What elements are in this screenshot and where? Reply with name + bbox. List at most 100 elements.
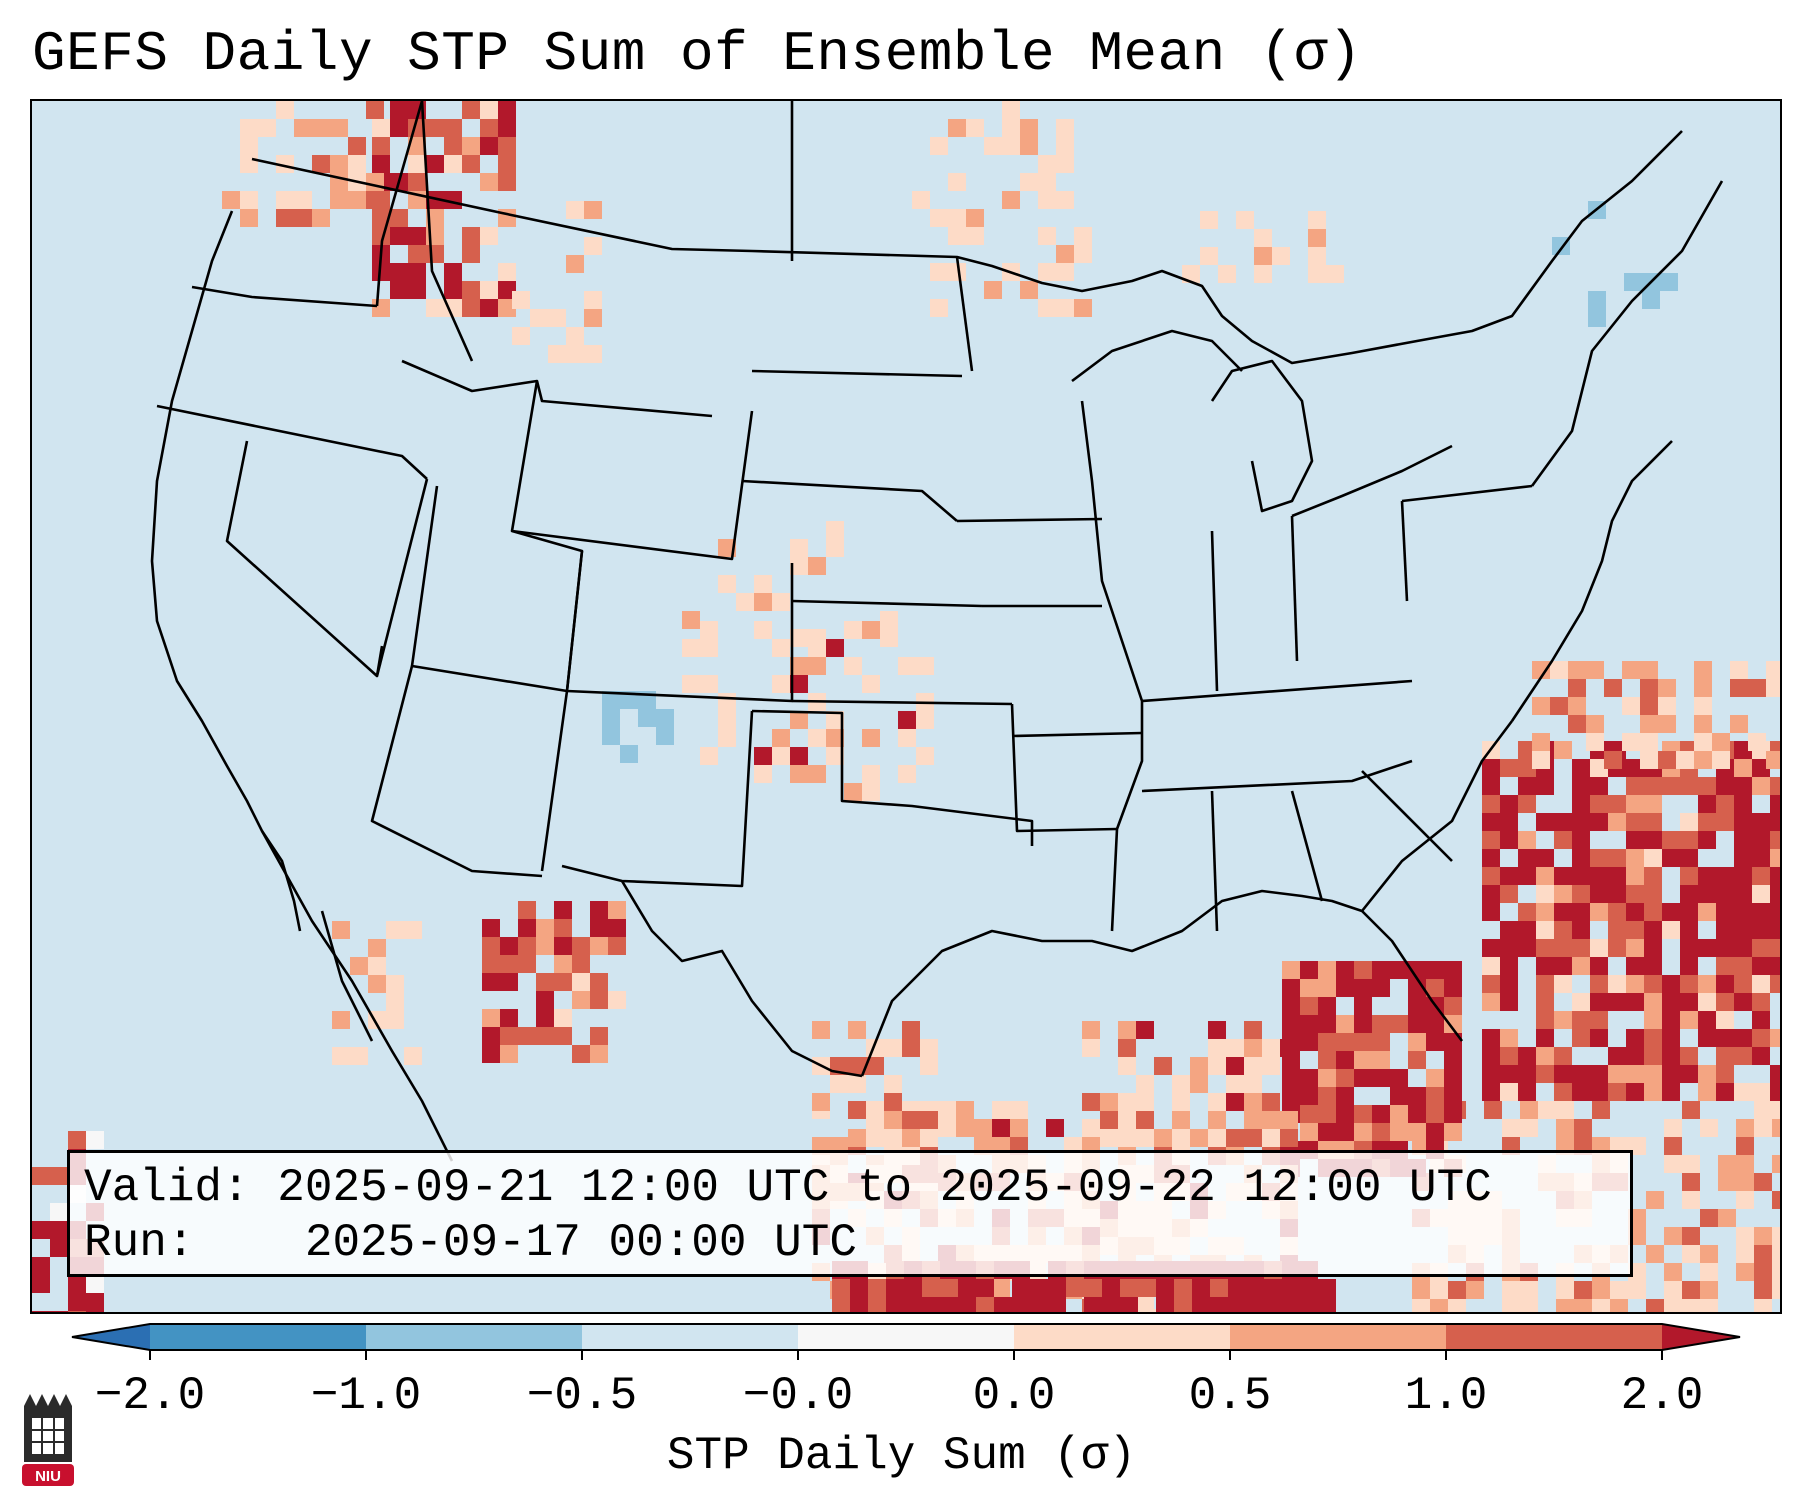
- anomaly-cell: [1754, 1299, 1772, 1312]
- anomaly-cell: [808, 657, 826, 675]
- anomaly-cell: [584, 309, 602, 327]
- anomaly-cell: [482, 973, 500, 991]
- anomaly-cell: [902, 1039, 920, 1057]
- anomaly-cell: [1646, 1191, 1664, 1209]
- anomaly-cell: [462, 281, 480, 299]
- anomaly-cell: [500, 1027, 518, 1045]
- anomaly-cell: [1608, 1047, 1626, 1065]
- anomaly-cell: [754, 747, 772, 765]
- anomaly-cell: [1074, 227, 1092, 245]
- anomaly-cell: [718, 693, 736, 711]
- anomaly-cell: [332, 1011, 350, 1029]
- ny-pa: [1401, 484, 1533, 503]
- anomaly-cell: [512, 327, 530, 345]
- anomaly-cell: [1770, 831, 1780, 849]
- anomaly-cell: [1482, 1029, 1500, 1047]
- anomaly-cell: [1300, 1297, 1318, 1312]
- anomaly-cell: [1572, 795, 1590, 813]
- anomaly-cell: [1056, 155, 1074, 173]
- logo-text: NIU: [35, 1468, 61, 1485]
- anomaly-cell: [700, 621, 718, 639]
- nm-tx: [561, 710, 754, 888]
- anomaly-cell: [1308, 247, 1326, 265]
- anomaly-cell: [1626, 939, 1644, 957]
- anomaly-cell: [1698, 975, 1716, 993]
- oregon-california: [156, 404, 428, 480]
- anomaly-cell: [1536, 993, 1554, 1011]
- anomaly-cell: [404, 921, 422, 939]
- anomaly-cell: [1520, 1101, 1538, 1119]
- anomaly-cell: [1300, 1087, 1318, 1105]
- anomaly-cell: [332, 1047, 350, 1065]
- anomaly-cell: [790, 539, 808, 557]
- anomaly-cell: [1572, 831, 1590, 849]
- anomaly-cell: [826, 639, 844, 657]
- anomaly-cell: [1282, 979, 1300, 997]
- anomaly-cell: [1718, 1209, 1736, 1227]
- anomaly-cell: [1590, 1083, 1608, 1101]
- anomaly-cell: [898, 765, 916, 783]
- anomaly-cell: [1770, 1065, 1780, 1083]
- sd-ne: [741, 479, 958, 522]
- anomaly-cell: [1482, 1083, 1500, 1101]
- anomaly-cell: [1554, 741, 1572, 759]
- anomaly-cell: [498, 173, 516, 191]
- anomaly-cell: [1574, 1119, 1592, 1137]
- anomaly-cell: [1664, 1263, 1682, 1281]
- anomaly-cell: [386, 1011, 404, 1029]
- anomaly-cell: [350, 957, 368, 975]
- anomaly-cell: [1752, 849, 1770, 867]
- anomaly-cell: [1606, 291, 1624, 309]
- anomaly-cell: [1372, 1123, 1390, 1141]
- anomaly-cell: [482, 955, 500, 973]
- anomaly-cell: [1408, 997, 1426, 1015]
- anomaly-cell: [240, 137, 258, 155]
- anomaly-cell: [1082, 1093, 1100, 1111]
- anomaly-cell: [480, 227, 498, 245]
- anomaly-cell: [1390, 1123, 1408, 1141]
- anomaly-cell: [682, 611, 700, 629]
- anomaly-cell: [1682, 1299, 1700, 1312]
- anomaly-cell: [366, 101, 384, 119]
- anomaly-cell: [884, 1129, 902, 1147]
- anomaly-cell: [276, 209, 294, 227]
- anomaly-cell: [948, 209, 966, 227]
- anomaly-cell: [1554, 975, 1572, 993]
- anomaly-cell: [1626, 849, 1644, 867]
- anomaly-cell: [1716, 867, 1734, 885]
- anomaly-cell: [1318, 1051, 1336, 1069]
- anomaly-cell: [482, 1027, 500, 1045]
- anomaly-cell: [1586, 715, 1604, 733]
- anomaly-cell: [590, 973, 608, 991]
- anomaly-cell: [518, 955, 536, 973]
- anomaly-cell: [772, 593, 790, 611]
- anomaly-cell: [1282, 1015, 1300, 1033]
- anomaly-cell: [1262, 1039, 1280, 1057]
- anomaly-cell: [1712, 733, 1730, 751]
- anomaly-cell: [1664, 1227, 1682, 1245]
- anomaly-cell: [1626, 795, 1644, 813]
- anomaly-cell: [1610, 1281, 1628, 1299]
- montana-west: [420, 101, 474, 362]
- canada-border: [251, 130, 1683, 365]
- anomaly-cell: [1372, 1033, 1390, 1051]
- anomaly-cell: [1734, 903, 1752, 921]
- anomaly-cell: [992, 1281, 1010, 1299]
- anomaly-cell: [1644, 1083, 1662, 1101]
- anomaly-cell: [1698, 831, 1716, 849]
- anomaly-cell: [1536, 939, 1554, 957]
- anomaly-cell: [1336, 961, 1354, 979]
- anomaly-cell: [1430, 1299, 1448, 1312]
- anomaly-cell: [1610, 1299, 1628, 1312]
- anomaly-cell: [790, 629, 808, 647]
- anomaly-cell: [86, 1131, 104, 1149]
- anomaly-cell: [1484, 1101, 1502, 1119]
- anomaly-cell: [482, 1045, 500, 1063]
- anomaly-cell: [408, 227, 426, 245]
- anomaly-cell: [1662, 975, 1680, 993]
- anomaly-cell: [1770, 921, 1780, 939]
- anomaly-cell: [1254, 229, 1272, 247]
- anomaly-cell: [1336, 1033, 1354, 1051]
- anomaly-cell: [1536, 903, 1554, 921]
- anomaly-cell: [1608, 867, 1626, 885]
